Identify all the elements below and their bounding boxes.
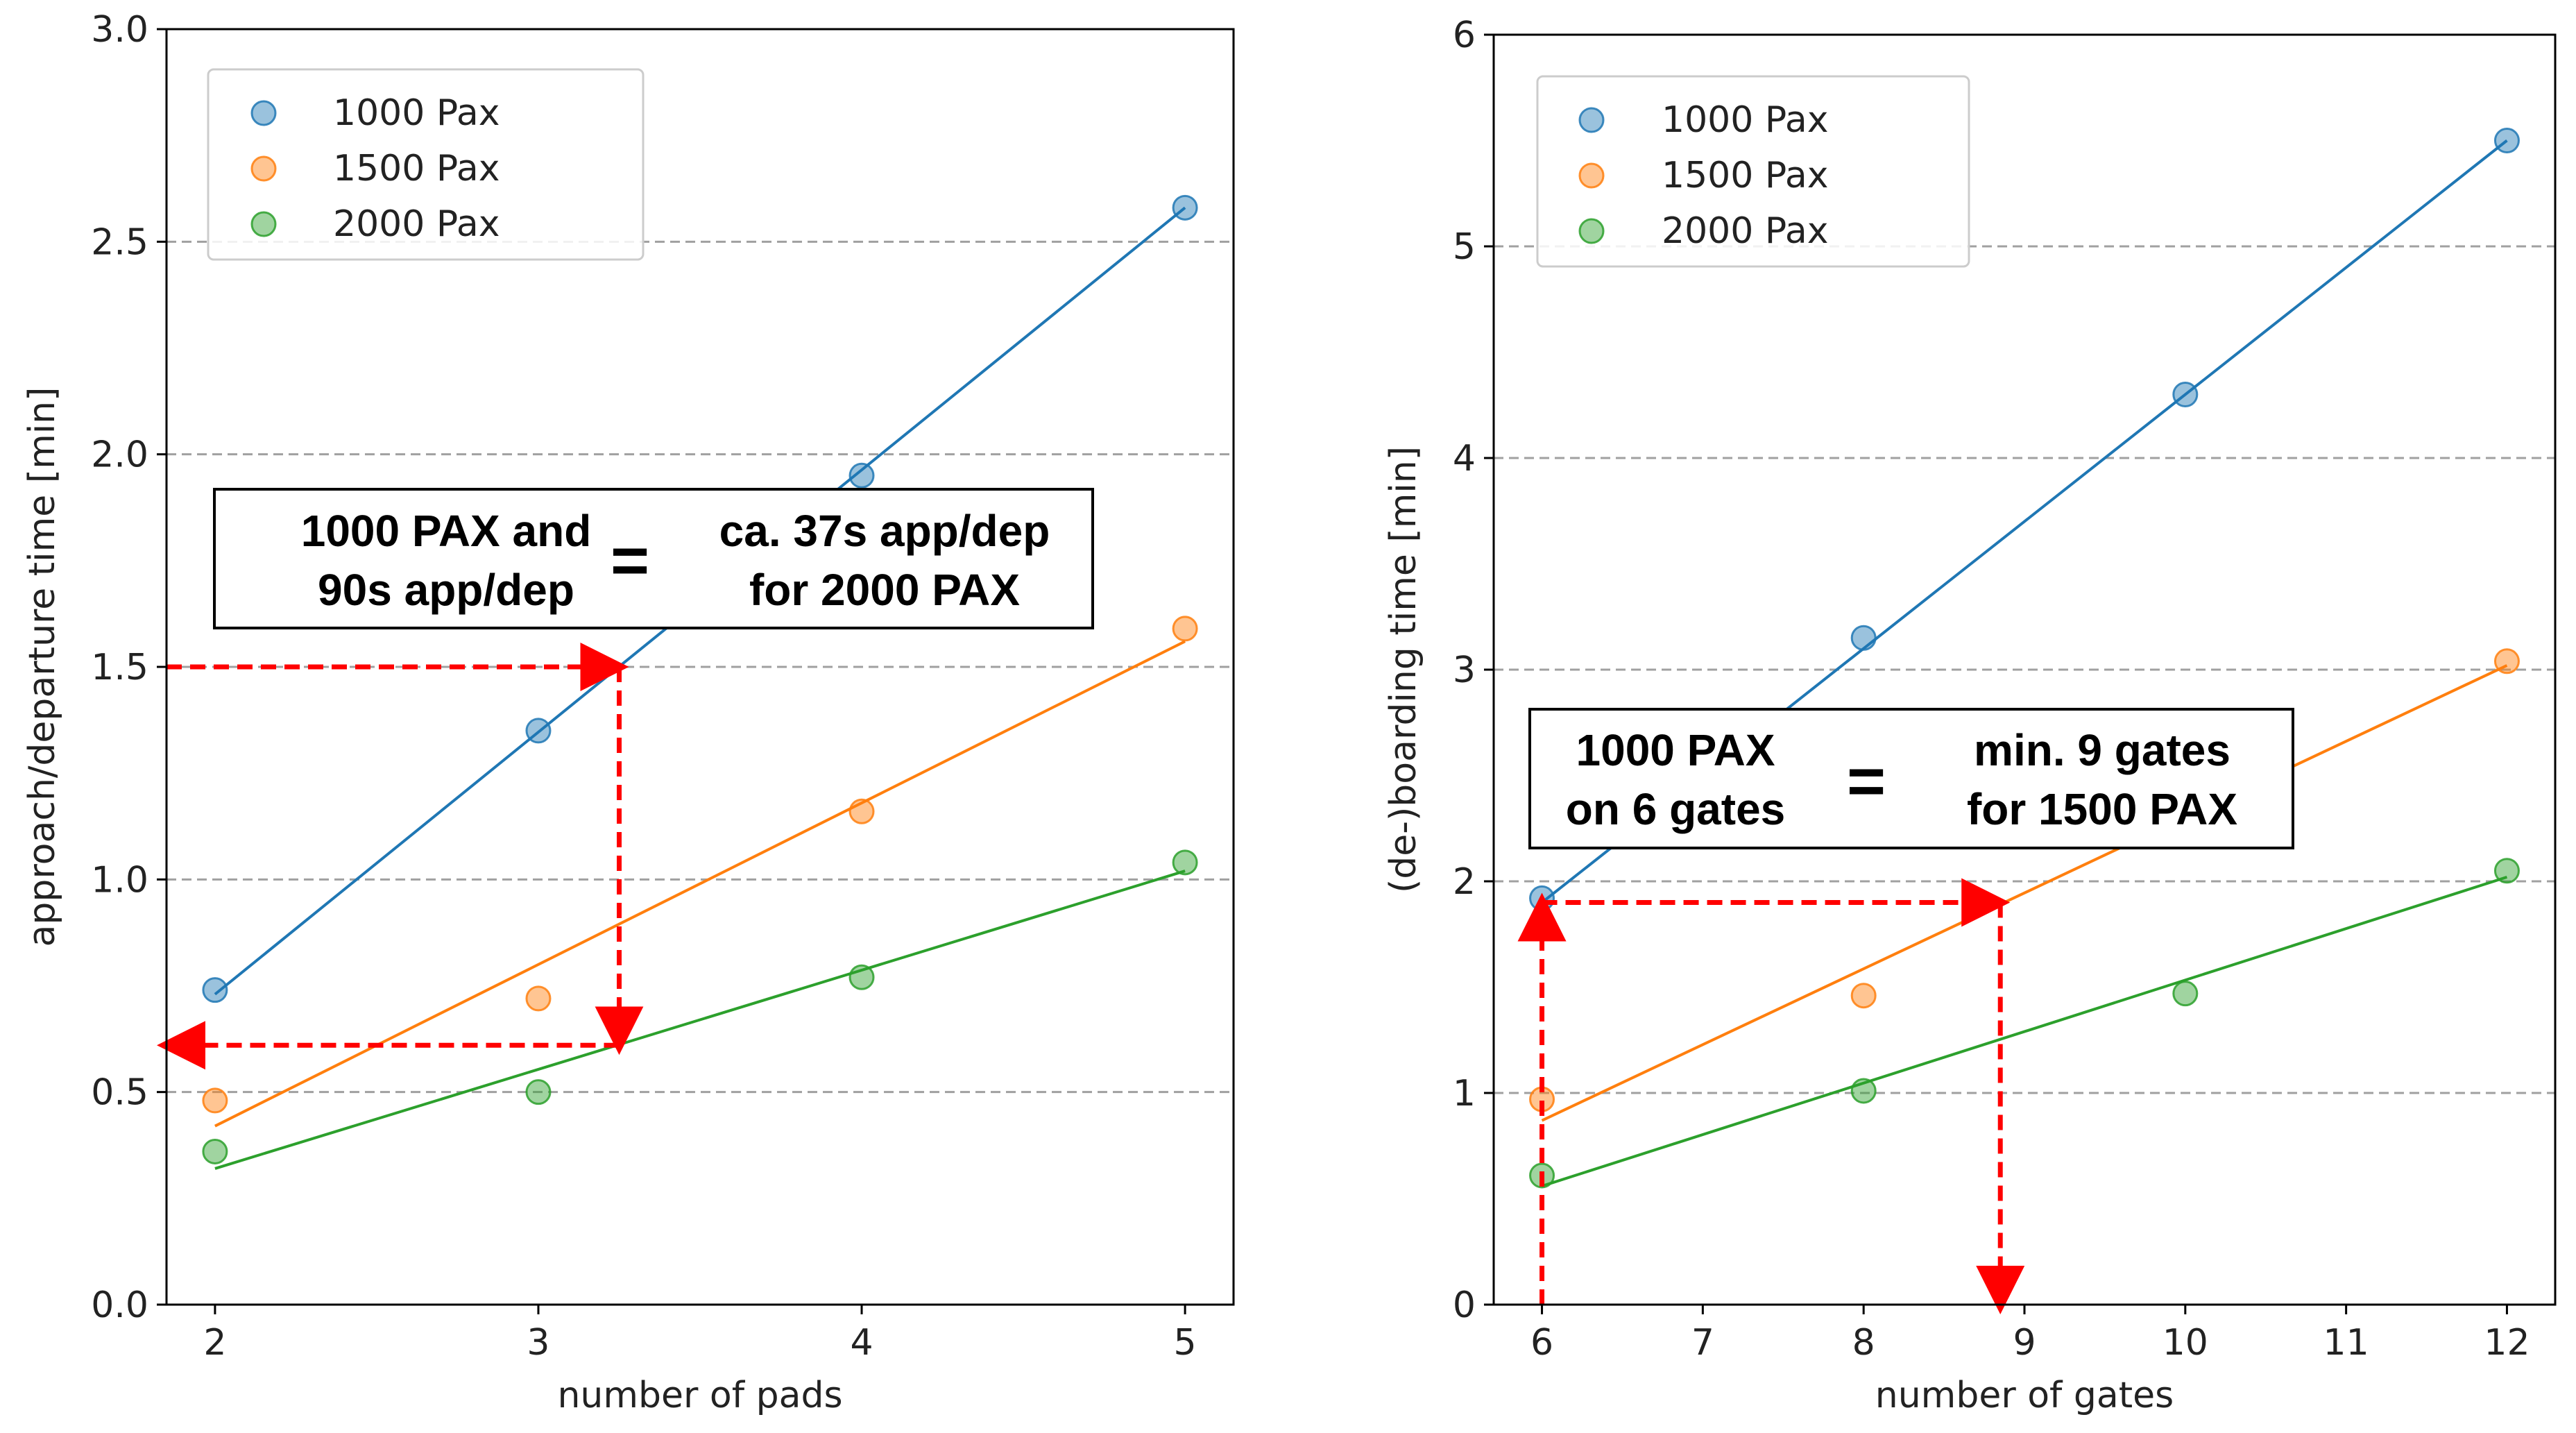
pads-chart-legend-marker-1500: [250, 155, 277, 182]
gates-chart-y-tick-label-4: 4: [1453, 438, 1476, 480]
pads-chart-x-tick-label-0: 2: [203, 1322, 226, 1364]
gates-chart-x-tick-label-3: 9: [2013, 1322, 2036, 1364]
gates-chart-y-tick-label-0: 0: [1453, 1284, 1476, 1326]
gates-chart-point-s1-3: [2493, 648, 2520, 675]
gates-chart-point-s0-3: [2493, 128, 2520, 153]
pads-chart-y-tick-label-1: 0.5: [91, 1072, 148, 1114]
gates-chart-legend-marker-2000: [1578, 218, 1605, 244]
pads-chart-annotation-right-line-1: ca. 37s app/dep: [719, 506, 1050, 556]
pads-chart-annotation-left-line-1: 1000 PAX and: [301, 506, 592, 556]
pads-chart-annotation-left-line-2: 90s app/dep: [318, 565, 574, 615]
gates-chart-legend: 1000 Pax 1500 Pax 2000 Pax: [1536, 75, 1970, 268]
pads-chart-y-tick-label-5: 2.5: [91, 221, 148, 263]
gates-chart-annotation-box: [1528, 708, 2294, 849]
gates-chart-x-tick-label-0: 6: [1530, 1322, 1553, 1364]
gates-chart-point-s1-1: [1850, 983, 1877, 1009]
gates-chart-legend-label-1000: 1000 Pax: [1662, 99, 1829, 141]
gates-chart-legend-box: [1536, 75, 1970, 268]
pads-chart-point-s0-0: [202, 977, 228, 1003]
gates-chart-legend-label-2000: 2000 Pax: [1662, 210, 1829, 252]
pads-chart-fit-line-1: [214, 640, 1186, 1128]
gates-chart-y-tick-label-2: 2: [1453, 861, 1476, 903]
gates-chart-x-tick-label-2: 8: [1852, 1322, 1875, 1364]
pads-chart-point-s2-0: [202, 1138, 228, 1164]
gates-chart-y-axis-label: (de-)boarding time [min]: [1383, 446, 1424, 893]
gates-chart-annotation-right-line-1: min. 9 gates: [1974, 725, 2230, 775]
pads-chart-point-s2-2: [848, 964, 875, 990]
pads-chart-y-tick-label-3: 1.5: [91, 647, 148, 688]
pads-chart-y-tick-label-0: 0.0: [91, 1284, 148, 1326]
gates-chart-point-s0-1: [1850, 625, 1877, 651]
gates-chart-y-tick-label-5: 5: [1453, 226, 1476, 268]
pads-chart-y-tick-label-6: 3.0: [91, 9, 148, 51]
pads-chart-arrows: [157, 643, 644, 1070]
gates-chart-y-tick-label-3: 3: [1453, 650, 1476, 691]
gates-chart-y-tick-label-1: 1: [1453, 1073, 1476, 1114]
pads-chart-annotation-equals: =: [611, 523, 649, 597]
pads-chart-legend-label-1500: 1500 Pax: [333, 148, 500, 189]
gates-chart-fit-line-1: [1541, 664, 2508, 1122]
pads-chart-legend-marker-2000: [250, 211, 277, 237]
gates-chart-fit-line-2: [1541, 875, 2508, 1188]
pads-chart-legend-box: [207, 68, 645, 261]
pads-chart-point-s0-3: [1172, 194, 1198, 221]
pads-chart-point-s0-2: [848, 462, 875, 489]
pads-chart-legend-marker-1000: [250, 100, 277, 126]
gates-chart-arrows: [1517, 878, 2025, 1314]
pads-chart-x-tick-label-2: 4: [850, 1322, 873, 1364]
pads-chart: 0.0 0.5 1.0 1.5 2.0 2.5 3.0 2 3 4 5 number of pads…: [22, 9, 1235, 1416]
gates-chart-x-axis-label: number of gates: [1875, 1375, 2174, 1416]
pads-chart-gridlines: [167, 240, 1234, 1094]
gates-chart-x-tick-label-1: 7: [1691, 1322, 1714, 1364]
gates-chart-annotation-left-line-2: on 6 gates: [1566, 784, 1786, 834]
pads-chart-points: [202, 194, 1198, 1164]
gates-chart-point-s2-2: [2172, 981, 2199, 1007]
gates-chart-legend-marker-1000: [1578, 107, 1605, 133]
pads-chart-annotation-box: [213, 488, 1094, 629]
pads-chart-x-tick-label-3: 5: [1174, 1322, 1197, 1364]
pads-chart-point-s1-0: [202, 1087, 228, 1114]
gates-chart-legend-label-1500: 1500 Pax: [1662, 155, 1829, 196]
gates-chart-x-tick-label-6: 12: [2484, 1322, 2530, 1364]
pads-chart-point-s1-3: [1172, 616, 1198, 642]
gates-chart-fit-lines: [1541, 139, 2508, 1188]
gates-chart-points: [1529, 128, 2520, 1189]
gates-chart-annotation-left-line-1: 1000 PAX: [1576, 725, 1775, 775]
pads-chart-point-s2-3: [1172, 849, 1198, 876]
gates-chart-point-s0-0: [1529, 885, 1555, 911]
pads-chart-legend-label-2000: 2000 Pax: [333, 203, 500, 245]
gates-chart-annotation-right-line-2: for 1500 PAX: [1967, 784, 2237, 834]
gates-chart-point-s0-2: [2172, 382, 2199, 407]
pads-chart-ticks: 0.0 0.5 1.0 1.5 2.0 2.5 3.0 2 3 4 5: [91, 9, 1196, 1364]
pads-chart-annotation-right-line-2: for 2000 PAX: [749, 565, 1020, 615]
pads-chart-point-s2-1: [525, 1079, 552, 1105]
pads-chart-legend-label-1000: 1000 Pax: [333, 92, 500, 134]
pads-chart-point-s0-1: [525, 718, 552, 744]
pads-chart-x-axis-label: number of pads: [557, 1375, 842, 1416]
pads-chart-y-tick-label-4: 2.0: [91, 434, 148, 476]
gates-chart-y-tick-label-6: 6: [1453, 15, 1476, 56]
pads-chart-legend: 1000 Pax 1500 Pax 2000 Pax: [207, 68, 645, 261]
pads-chart-point-s1-2: [848, 798, 875, 824]
gates-chart-legend-marker-1500: [1578, 162, 1605, 189]
pads-chart-y-axis-label: approach/departure time [min]: [22, 387, 63, 947]
gates-chart-annotation-equals: =: [1847, 744, 1886, 818]
gates-chart-point-s2-3: [2493, 858, 2520, 884]
gates-chart-point-s2-1: [1850, 1078, 1877, 1104]
pads-chart-y-tick-label-2: 1.0: [91, 859, 148, 901]
pads-chart-fit-line-2: [214, 870, 1186, 1170]
pads-chart-annotation: 1000 PAX and 90s app/dep = ca. 37s app/d…: [213, 488, 1094, 629]
pads-chart-x-tick-label-1: 3: [527, 1322, 549, 1364]
gates-chart-x-tick-label-5: 11: [2323, 1322, 2369, 1364]
gates-chart-annotation: 1000 PAX on 6 gates = min. 9 gates for 1…: [1528, 708, 2294, 849]
gates-chart-x-tick-label-4: 10: [2163, 1322, 2208, 1364]
gates-chart-gridlines: [1494, 245, 2555, 1094]
pads-chart-point-s1-1: [525, 985, 552, 1012]
pads-chart-fit-lines: [214, 206, 1186, 1170]
